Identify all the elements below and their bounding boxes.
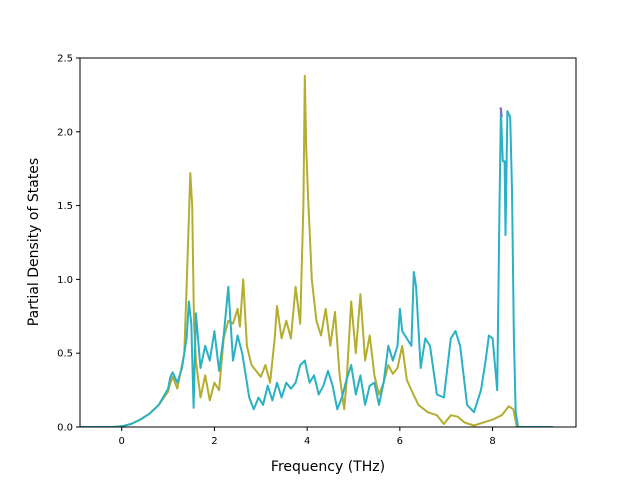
series-line-1 (80, 74, 553, 427)
x-tick-label: 6 (397, 436, 403, 447)
y-tick-label: 1.5 (57, 201, 73, 212)
y-tick-label: 0.0 (57, 423, 73, 434)
series-line-2 (80, 110, 553, 427)
y-tick-label: 0.5 (57, 349, 73, 360)
x-tick-label: 2 (211, 436, 217, 447)
plot-area (79, 57, 577, 428)
y-tick-label: 2.0 (57, 127, 73, 138)
x-tick-label: 0 (119, 436, 125, 447)
y-axis-ticks: 0.0 0.5 1.0 1.5 2.0 2.5 (57, 54, 80, 434)
x-tick-label: 8 (489, 436, 495, 447)
y-axis-label: Partial Density of States (26, 158, 42, 326)
y-tick-label: 1.0 (57, 275, 73, 286)
series-line-3 (499, 107, 503, 118)
y-tick-label: 2.5 (57, 54, 73, 65)
series-layer (80, 74, 553, 427)
x-axis-ticks: 0 2 4 6 8 (119, 427, 496, 447)
axes-frame (79, 57, 577, 428)
x-tick-label: 4 (304, 436, 310, 447)
x-axis-label: Frequency (THz) (271, 459, 385, 475)
